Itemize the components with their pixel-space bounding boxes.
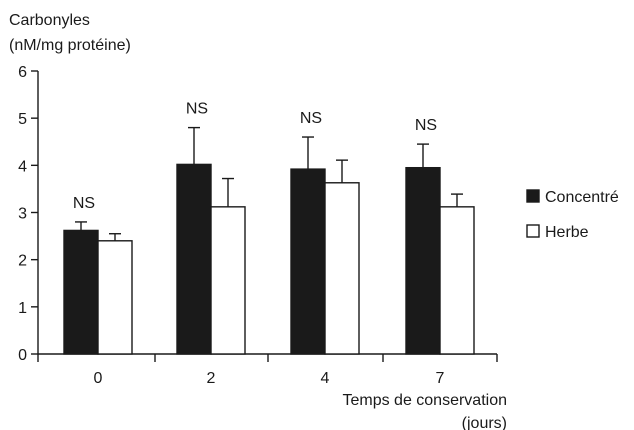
ns-label: NS bbox=[186, 101, 208, 118]
ns-label: NS bbox=[300, 110, 322, 127]
y-tick-label: 1 bbox=[18, 300, 27, 317]
x-tick-label: 7 bbox=[436, 370, 445, 387]
x-tick-label: 0 bbox=[94, 370, 103, 387]
y-tick-label: 0 bbox=[18, 347, 27, 364]
bar-concentre bbox=[405, 166, 441, 355]
y-tick-label: 2 bbox=[18, 253, 27, 270]
ns-label: NS bbox=[73, 195, 95, 212]
ns-annotations: NS NS NS NS bbox=[73, 101, 437, 212]
legend-label-concentre: Concentré bbox=[545, 189, 619, 206]
bar-concentre bbox=[176, 163, 212, 355]
legend-swatch-concentre bbox=[526, 189, 540, 203]
x-axis-title-line-1: Temps de conservation bbox=[342, 392, 507, 409]
y-tick-label: 5 bbox=[18, 111, 27, 128]
bar-concentre bbox=[290, 168, 326, 355]
bar-herbe bbox=[210, 206, 246, 355]
bar-herbe bbox=[324, 182, 360, 355]
y-axis-title-line-1: Carbonyles bbox=[9, 12, 90, 29]
legend: Concentré Herbe bbox=[526, 189, 619, 241]
ns-label: NS bbox=[415, 117, 437, 134]
y-axis-title-line-2: (nM/mg protéine) bbox=[9, 37, 131, 54]
bar-herbe bbox=[97, 240, 133, 355]
x-axis-title-line-2: (jours) bbox=[462, 415, 507, 430]
x-ticks: 0 2 4 7 bbox=[37, 354, 498, 387]
bars bbox=[63, 126, 475, 355]
x-tick-label: 4 bbox=[321, 370, 330, 387]
legend-swatch-herbe bbox=[526, 224, 540, 238]
bar-herbe bbox=[439, 206, 475, 355]
legend-label-herbe: Herbe bbox=[545, 224, 589, 241]
y-ticks: 0 1 2 3 4 5 6 bbox=[18, 64, 38, 364]
y-tick-label: 6 bbox=[18, 64, 27, 81]
bar-concentre bbox=[63, 229, 99, 355]
x-tick-label: 2 bbox=[207, 370, 216, 387]
y-tick-label: 3 bbox=[18, 206, 27, 223]
y-tick-label: 4 bbox=[18, 158, 27, 175]
